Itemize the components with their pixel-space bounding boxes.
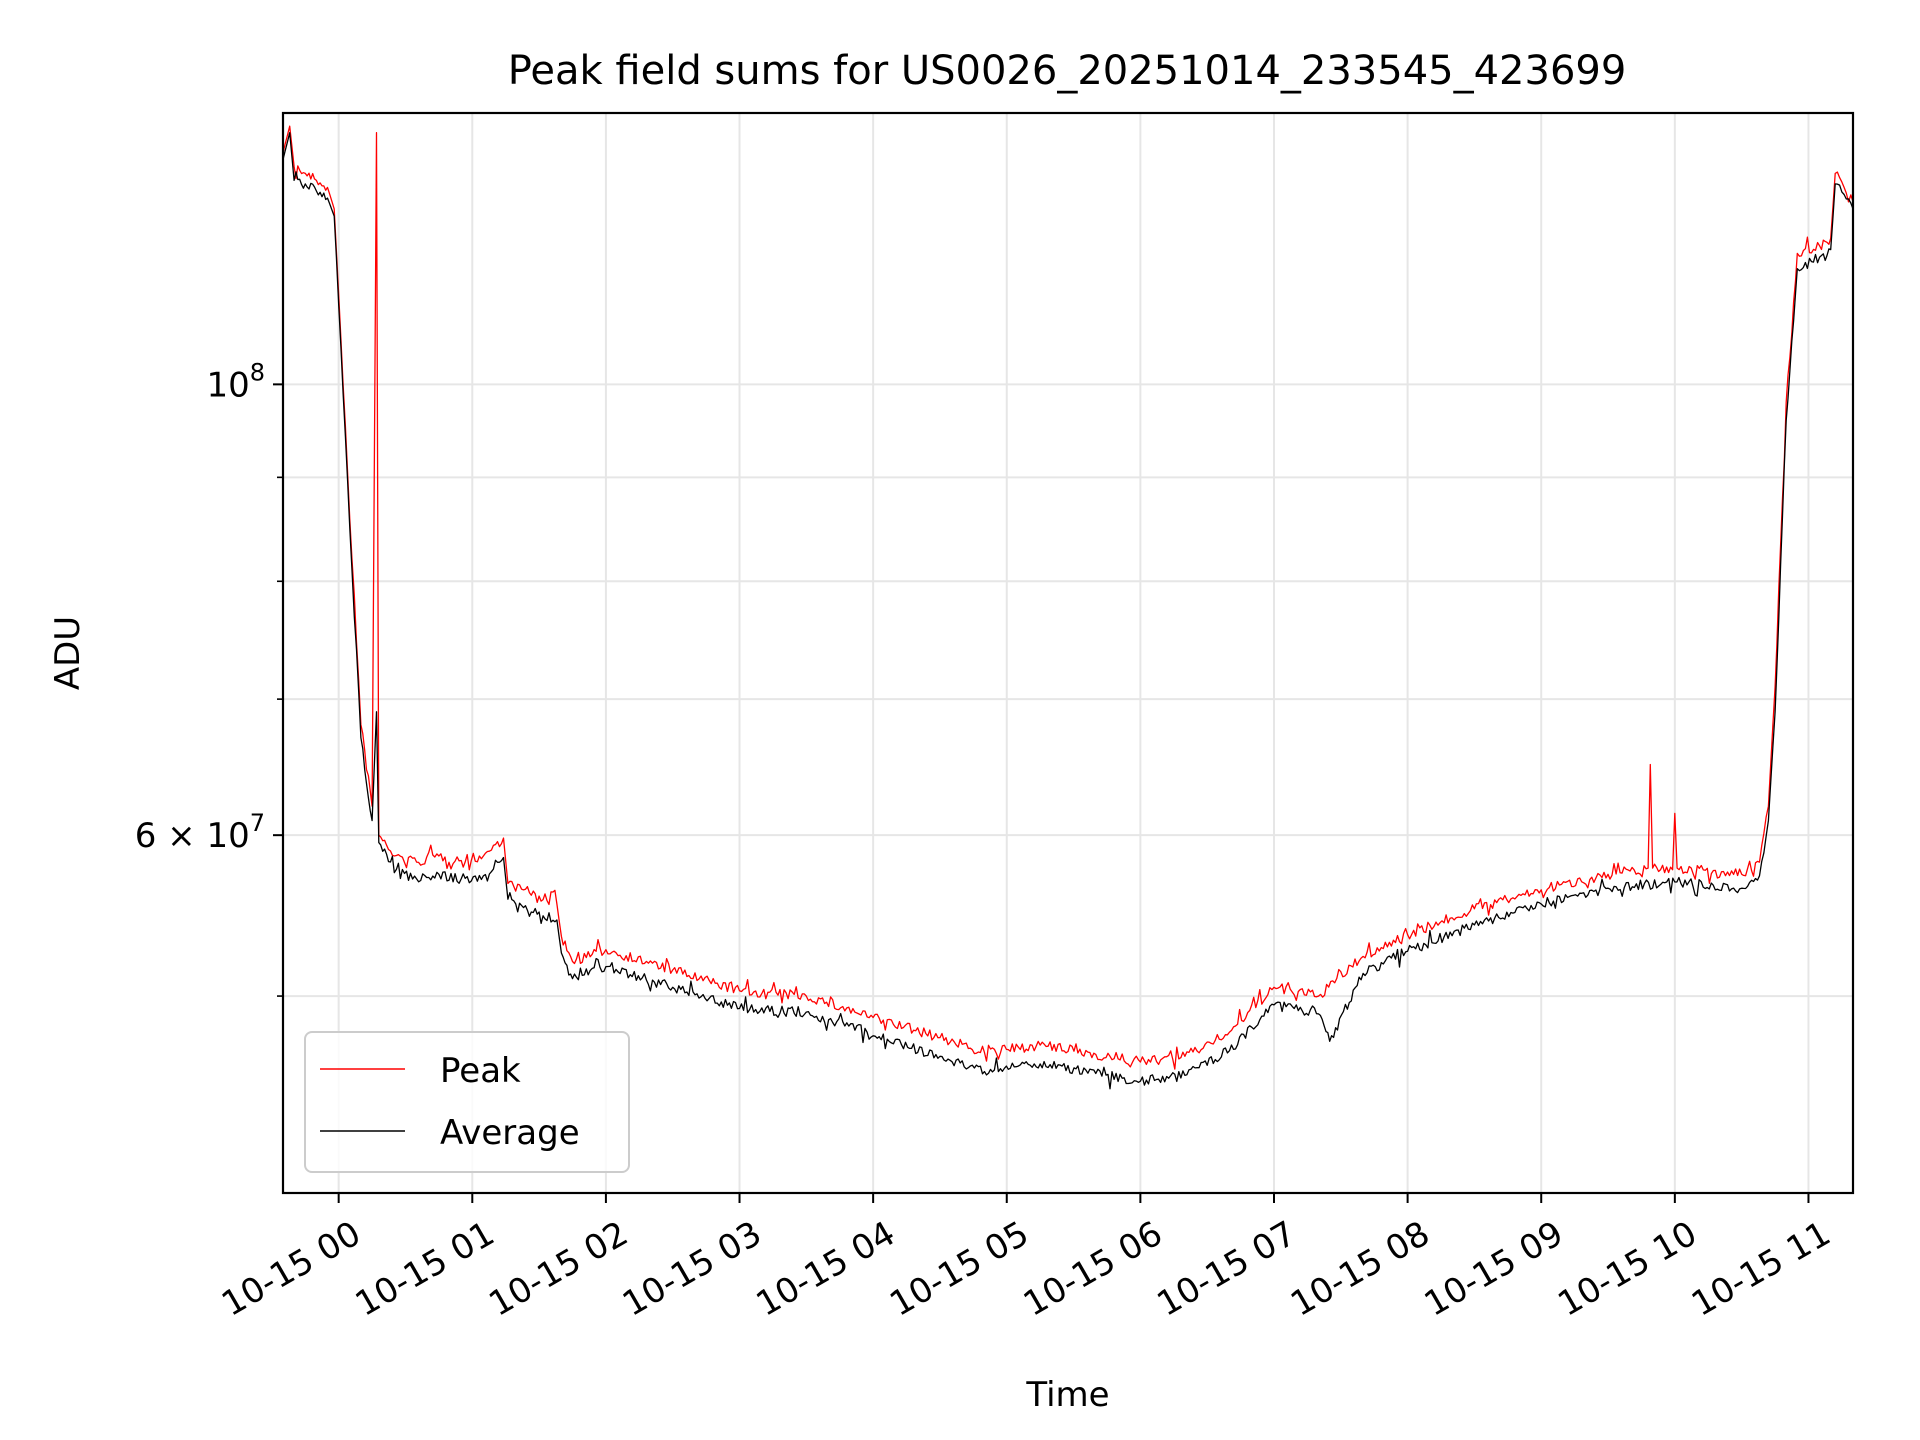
- y-tick-label-base: 6 × 10: [135, 816, 250, 856]
- plot-area: [281, 111, 1855, 1195]
- x-axis-label: Time: [1025, 1375, 1109, 1415]
- series-lines: [282, 125, 1854, 1090]
- series-line-peak: [282, 125, 1854, 1070]
- y-tick-label-exponent: 7: [250, 809, 265, 837]
- legend-label-average: Average: [440, 1113, 580, 1153]
- y-tick-label-base: 10: [206, 365, 249, 405]
- y-axis: 6 × 107 108: [135, 358, 283, 997]
- y-tick-label: 108: [206, 358, 265, 405]
- grid-lines: [283, 113, 1853, 1193]
- legend-box: [304, 1031, 630, 1173]
- legend: Peak Average: [304, 1031, 630, 1173]
- chart-title: Peak field sums for US0026_20251014_2335…: [508, 48, 1627, 94]
- y-tick-label-exponent: 8: [250, 358, 265, 386]
- plot-background: [283, 113, 1853, 1193]
- plot-frame: [281, 111, 1855, 1195]
- y-tick-label: 6 × 107: [135, 809, 265, 856]
- y-axis-label: ADU: [48, 616, 88, 690]
- legend-label-peak: Peak: [440, 1051, 521, 1091]
- series-line-average: [282, 132, 1854, 1090]
